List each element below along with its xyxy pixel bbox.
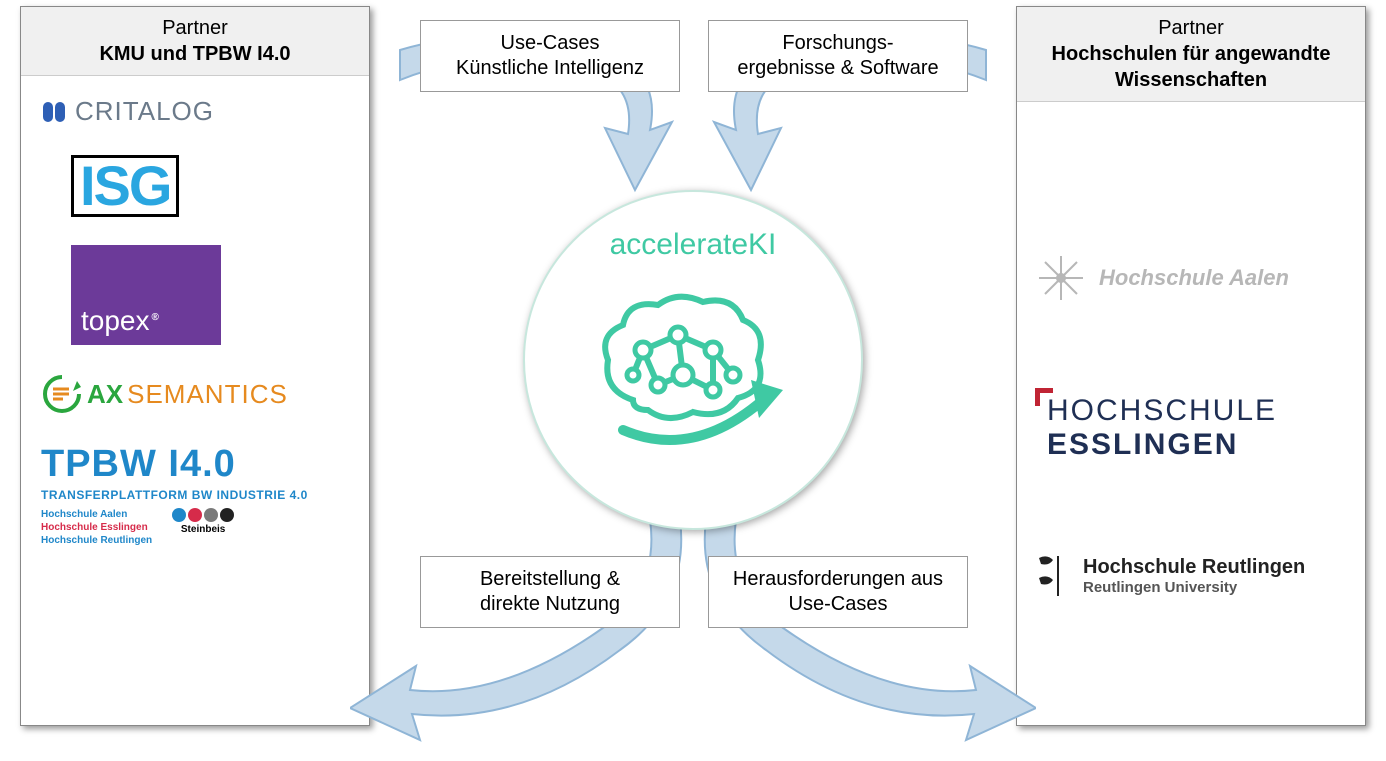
logo-tpbw: TPBW I4.0 TRANSFERPLATTFORM BW INDUSTRIE… [41,443,349,547]
logo-hs-esslingen: HOCHSCHULE ESSLINGEN [1035,394,1347,462]
label-bottom-right: Herausforderungen aus Use-Cases [708,556,968,628]
esslingen-l1: HOCHSCHULE [1047,394,1347,428]
ax-prefix: AX [87,379,123,410]
logo-hs-aalen: Hochschule Aalen [1035,252,1347,304]
arrow-bottom-left-out [350,500,710,760]
label-top-right-l2: ergebnisse & Software [737,57,938,79]
logo-topex: topex ® [41,245,349,345]
label-bottom-left: Bereitstellung & direkte Nutzung [420,556,680,628]
topex-reg: ® [152,312,159,323]
tpbw-steinbeis: Steinbeis [172,524,234,535]
left-partner-panel: Partner KMU und TPBW I4.0 CRITALOG ISG t… [20,6,370,726]
aalen-icon [1035,252,1087,304]
ax-icon [41,373,83,415]
ax-suffix: SEMANTICS [127,379,288,410]
logo-isg: ISG [41,155,349,217]
aalen-text: Hochschule Aalen [1099,265,1289,291]
logo-hs-reutlingen: Hochschule Reutlingen Reutlingen Univers… [1035,552,1347,600]
center-title: accelerateKI [610,228,777,262]
label-top-left-l2: Künstliche Intelligenz [456,57,644,79]
left-panel-title-line1: Partner [25,15,365,41]
label-top-left-l1: Use-Cases [501,32,600,54]
center-circle: accelerateKI [523,190,863,530]
label-bottom-left-l2: direkte Nutzung [480,593,620,615]
reutlingen-icon [1035,552,1069,600]
arrow-bottom-right-out [676,500,1036,760]
esslingen-l2: ESSLINGEN [1047,428,1347,462]
left-panel-title-line2: KMU und TPBW I4.0 [25,41,365,67]
isg-text: ISG [71,155,179,217]
topex-text: topex [81,305,150,337]
label-bottom-right-l1: Herausforderungen aus [733,568,943,590]
critalog-text: CRITALOG [75,96,214,127]
tpbw-h3: Hochschule Reutlingen [41,534,152,547]
left-panel-header: Partner KMU und TPBW I4.0 [21,7,369,76]
right-panel-title-line1: Partner [1021,15,1361,41]
right-partner-panel: Partner Hochschulen für angewandte Wisse… [1016,6,1366,726]
critalog-icon [41,98,69,126]
label-top-left: Use-Cases Künstliche Intelligenz [420,20,680,92]
logo-critalog: CRITALOG [41,96,349,127]
reutlingen-l1: Hochschule Reutlingen [1083,556,1305,579]
tpbw-h1: Hochschule Aalen [41,508,152,521]
brain-ai-icon [583,280,803,460]
tpbw-h2: Hochschule Esslingen [41,521,152,534]
right-logo-stack: Hochschule Aalen HOCHSCHULE ESSLINGEN Ho… [1017,102,1365,750]
left-logo-stack: CRITALOG ISG topex ® AX SEMANTICS [21,76,369,567]
label-bottom-left-l1: Bereitstellung & [480,568,620,590]
reutlingen-l2: Reutlingen University [1083,579,1305,596]
logo-axsemantics: AX SEMANTICS [41,373,349,415]
right-panel-header: Partner Hochschulen für angewandte Wisse… [1017,7,1365,102]
label-top-right: Forschungs- ergebnisse & Software [708,20,968,92]
label-top-right-l1: Forschungs- [782,32,893,54]
label-bottom-right-l2: Use-Cases [789,593,888,615]
tpbw-sub: TRANSFERPLATTFORM BW INDUSTRIE 4.0 [41,488,349,502]
right-panel-title-line2: Hochschulen für angewandte Wissenschafte… [1021,41,1361,93]
tpbw-main: TPBW I4.0 [41,443,349,486]
